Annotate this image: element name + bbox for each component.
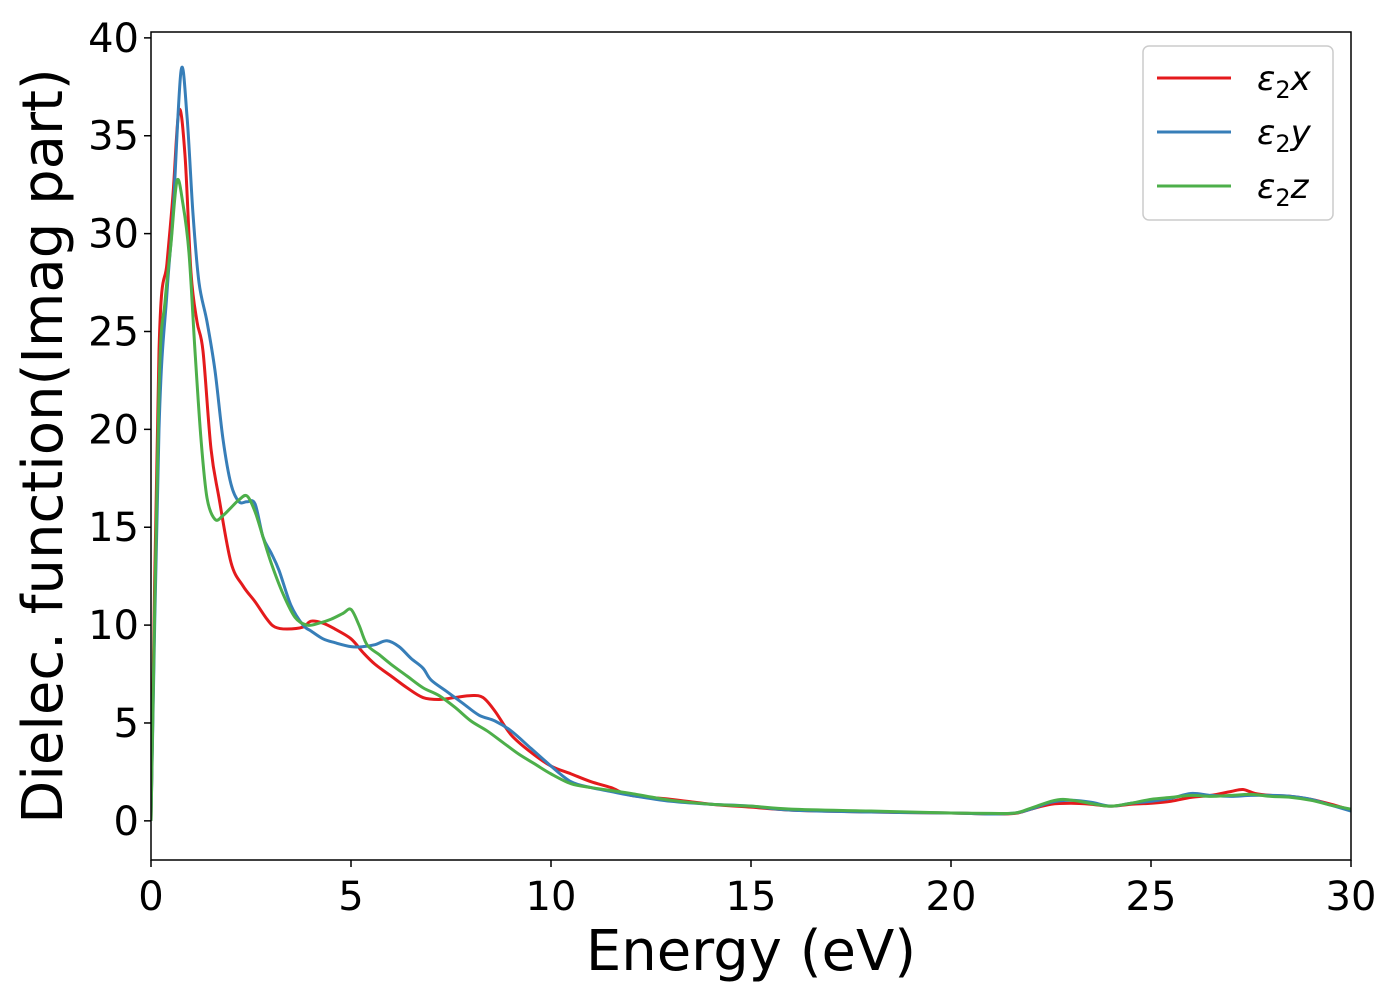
y-tick-label: 15: [88, 505, 139, 551]
y-tick-label: 5: [114, 701, 139, 747]
y-tick-label: 40: [88, 16, 139, 62]
x-axis-ticks: 0 5 10 15 20 25 30: [138, 860, 1376, 920]
x-tick-label: 30: [1326, 874, 1377, 920]
y-tick-label: 35: [88, 114, 139, 160]
x-tick-label: 15: [726, 874, 777, 920]
x-tick-label: 25: [1126, 874, 1177, 920]
series-line-x: [151, 107, 1351, 821]
y-tick-label: 20: [88, 407, 139, 453]
y-axis-ticks: 0 5 10 15 20 25 30 35 40: [88, 16, 151, 845]
x-tick-label: 5: [338, 874, 363, 920]
legend-label-z: ε2z: [1257, 167, 1310, 212]
x-tick-label: 10: [526, 874, 577, 920]
legend: ε2x ε2y ε2z: [1142, 45, 1334, 221]
series-line-z: [151, 177, 1351, 821]
y-axis-title: Dielec. function(Imag part): [11, 68, 76, 824]
x-tick-label: 20: [926, 874, 977, 920]
legend-label-y: ε2y: [1257, 113, 1312, 158]
x-axis-title: Energy (eV): [586, 919, 916, 984]
x-tick-label: 0: [138, 874, 163, 920]
y-tick-label: 30: [88, 212, 139, 258]
y-tick-label: 10: [88, 603, 139, 649]
y-tick-label: 0: [114, 799, 139, 845]
legend-label-x: ε2x: [1257, 59, 1312, 104]
legend-frame: [1142, 45, 1334, 221]
series-layer: [151, 66, 1351, 821]
y-tick-label: 25: [88, 309, 139, 355]
